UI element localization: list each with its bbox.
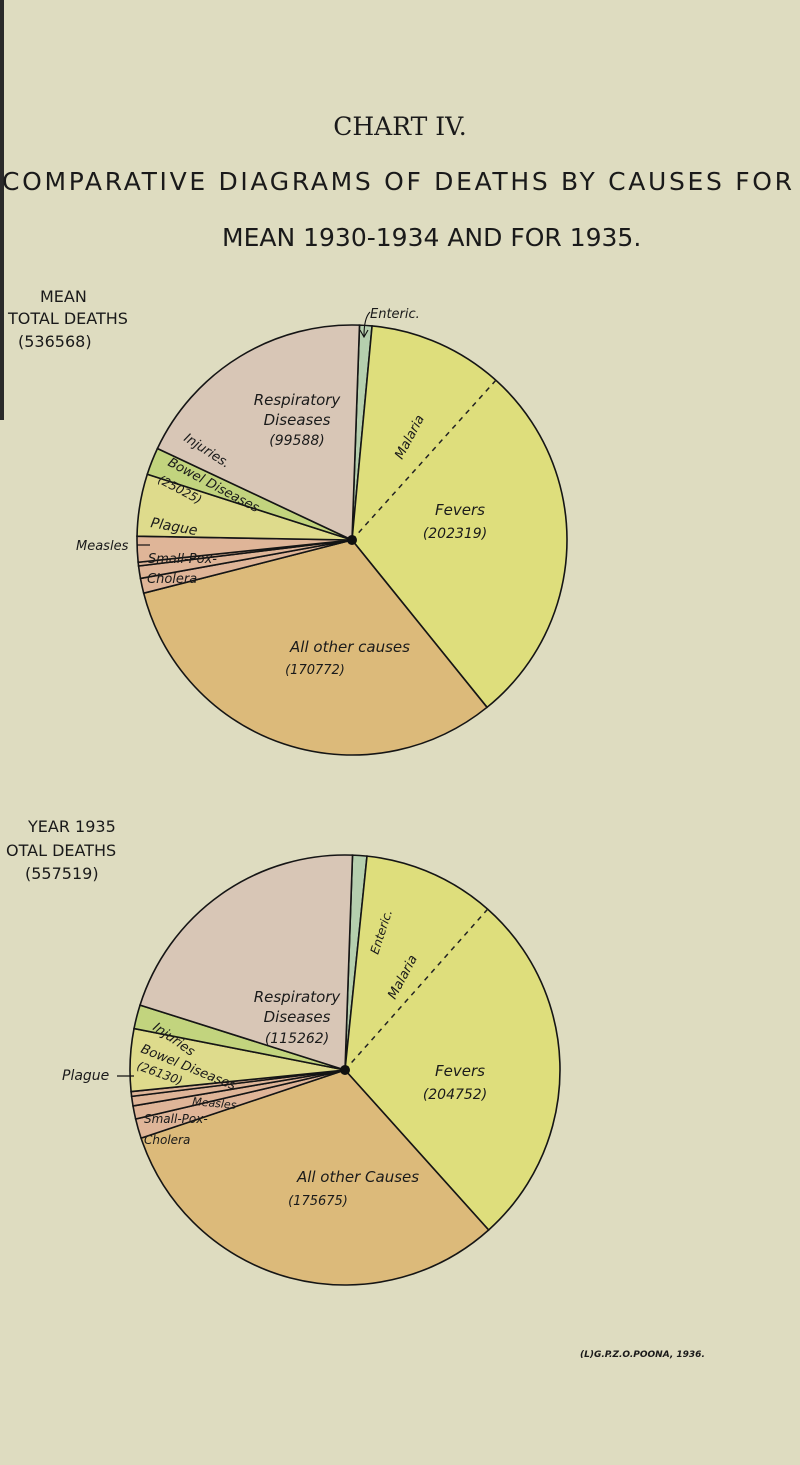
pie2-title-3: (557519) [25,864,99,883]
page-edge [0,0,4,420]
chart-subtitle-2: MEAN 1930-1934 AND FOR 1935. [222,223,641,252]
pie2-value-fevers: (204752) [423,1087,487,1103]
pie1-value-fevers: (202319) [423,526,487,542]
pie1-slice-all-other-causes [142,539,489,756]
pie1-slice-respiratory-diseases [156,324,361,542]
pie2-value-other: (175675) [288,1194,348,1209]
pie1-value-other: (170772) [285,663,345,678]
pie1-center [347,535,357,545]
pie1-value-respiratory: (99588) [269,433,324,449]
pie1-label-smallpox: Small-Pox- [148,552,217,567]
pie2-label-smallpox: Small-Pox- [144,1112,208,1126]
pie2-title-2: OTAL DEATHS [6,841,116,860]
pie1-title-2: TOTAL DEATHS [7,309,128,328]
chart-subtitle-1: COMPARATIVE DIAGRAMS OF DEATHS BY CAUSES… [2,167,792,196]
pie2-slice-all-other-causes [140,1069,490,1286]
pie1-label-enteric: Enteric. [370,307,420,322]
pie1-title-1: MEAN [40,287,87,306]
chart-title: CHART IV. [333,112,467,141]
pie1-label-fevers: Fevers [435,501,485,519]
pie1-slice-fevers [351,325,568,709]
pie2-label-measles: Measles [192,1095,238,1112]
pie2-label-cholera: Cholera [144,1133,190,1147]
footnote: (L)G.P.Z.O.POONA, 1936. [580,1350,705,1360]
pie2-title-1: YEAR 1935 [27,817,116,836]
pie1-enteric-arrow [359,311,371,339]
pie2-slice-respiratory-diseases [139,854,354,1072]
pie-year-1935 [129,854,561,1286]
pie1-label-respiratory-2: Diseases [264,411,331,429]
pie2-label-respiratory-2: Diseases [264,1008,331,1026]
pie1-label-respiratory: Respiratory [254,391,342,409]
pie1-label-measles: Measles [76,539,129,554]
pie1-title-3: (536568) [18,332,92,351]
pie-mean-1930-1934 [136,324,568,756]
pie2-label-respiratory: Respiratory [254,988,342,1006]
pie2-slice-fevers [344,855,561,1232]
pie1-label-cholera: Cholera [147,572,197,587]
pie2-center [340,1065,350,1075]
pie2-label-plague: Plague [62,1068,109,1084]
pie2-label-other: All other Causes [296,1168,419,1186]
pie2-value-respiratory: (115262) [265,1031,329,1047]
pie1-label-other: All other causes [289,638,410,656]
pie2-label-fevers: Fevers [435,1062,485,1080]
